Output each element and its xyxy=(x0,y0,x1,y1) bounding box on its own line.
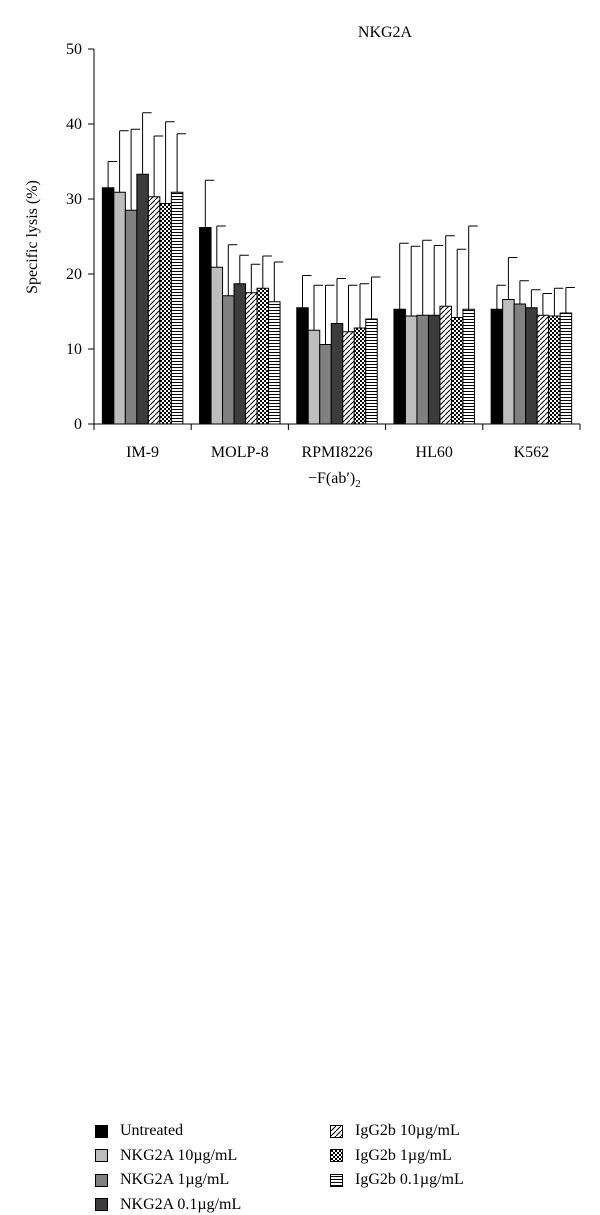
x-tick-label: HL60 xyxy=(416,444,453,461)
bar xyxy=(490,308,504,425)
bar xyxy=(307,329,321,425)
bar xyxy=(450,317,464,425)
y-axis: 0 10 20 30 40 50 xyxy=(66,41,95,433)
bar xyxy=(319,344,332,425)
legend-item: NKG2A 1µg/mL xyxy=(95,1170,229,1190)
bar xyxy=(124,209,138,425)
bar xyxy=(462,308,475,425)
legend-swatch xyxy=(95,1124,108,1138)
legend-label: NKG2A 10µg/mL xyxy=(120,1146,238,1164)
bars xyxy=(101,112,575,425)
legend-item: Untreated xyxy=(95,1121,183,1141)
bar xyxy=(536,314,550,425)
chart: NKG2A Specific lysis (%) 0 10 20 30 40 50 IM-… xyxy=(24,24,581,1213)
legend-item: NKG2A 10µg/mL xyxy=(95,1146,237,1166)
bar xyxy=(548,315,561,425)
legend-label: IgG2b 10µg/mL xyxy=(355,1122,460,1139)
y-tick-label: 50 xyxy=(66,41,82,58)
legend-item: NKG2A 0.1µg/mL xyxy=(95,1195,241,1215)
category-sublabel-main: −F(ab′) xyxy=(308,470,355,487)
bar xyxy=(159,203,172,425)
bar xyxy=(113,191,126,425)
bar xyxy=(502,299,515,425)
bar xyxy=(147,196,161,425)
bar xyxy=(101,187,115,425)
x-tick-label: IM-9 xyxy=(126,444,159,461)
bar xyxy=(199,227,212,425)
bar xyxy=(404,315,418,425)
chart-title: NKG2A xyxy=(358,24,413,41)
y-tick-label: 0 xyxy=(74,416,82,433)
bar xyxy=(245,292,258,425)
legend-item: IgG2b 0.1µg/mL xyxy=(330,1170,464,1190)
bar xyxy=(353,327,367,425)
legend-label: NKG2A 1µg/mL xyxy=(120,1171,230,1188)
bar xyxy=(233,283,247,425)
bar xyxy=(427,314,441,425)
legend-label: IgG2b 0.1µg/mL xyxy=(355,1171,464,1188)
bar xyxy=(342,331,355,425)
legend-label: NKG2A 0.1µg/mL xyxy=(120,1195,242,1213)
legend-item: IgG2b 1µg/mL xyxy=(330,1146,452,1166)
legend-swatch xyxy=(330,1173,343,1187)
bar xyxy=(559,312,573,425)
y-tick-label: 10 xyxy=(66,341,82,358)
bar xyxy=(513,303,527,425)
bar xyxy=(439,305,452,425)
legend-swatch xyxy=(330,1124,343,1138)
legend-swatch xyxy=(330,1149,343,1162)
legend-swatch xyxy=(95,1149,108,1162)
y-tick-label: 20 xyxy=(66,266,82,283)
chart-svg: NKG2A Specific lysis (%) 0 10 20 30 40 50 IM-… xyxy=(24,24,581,490)
bar xyxy=(222,295,235,425)
category-sublabel-subscript: 2 xyxy=(355,478,361,490)
bar xyxy=(416,314,429,425)
category-sublabel: −F(ab′)2 xyxy=(308,470,361,490)
legend-item: IgG2b 10µg/mL xyxy=(330,1121,460,1141)
y-axis-label: Specific lysis (%) xyxy=(24,180,41,294)
x-tick-label: K562 xyxy=(514,444,550,461)
bar xyxy=(256,287,270,425)
bar xyxy=(296,307,309,425)
bar xyxy=(210,266,224,425)
y-tick-label: 40 xyxy=(66,116,82,133)
bar xyxy=(365,318,378,425)
legend-label: IgG2b 1µg/mL xyxy=(355,1146,452,1164)
legend-swatch xyxy=(95,1173,108,1187)
x-tick-label: MOLP-8 xyxy=(211,444,269,461)
legend-label: Untreated xyxy=(120,1122,184,1139)
x-tick-label: RPMI8226 xyxy=(301,444,372,461)
y-tick-label: 30 xyxy=(66,191,82,208)
legend-swatch xyxy=(95,1198,108,1211)
x-axis: IM-9 MOLP-8 RPMI8226 HL60 K562 xyxy=(93,423,581,461)
bar xyxy=(136,173,149,425)
bar xyxy=(393,308,406,425)
bar xyxy=(330,323,344,425)
bar xyxy=(525,307,538,425)
bar xyxy=(170,191,184,425)
bar xyxy=(268,301,281,425)
